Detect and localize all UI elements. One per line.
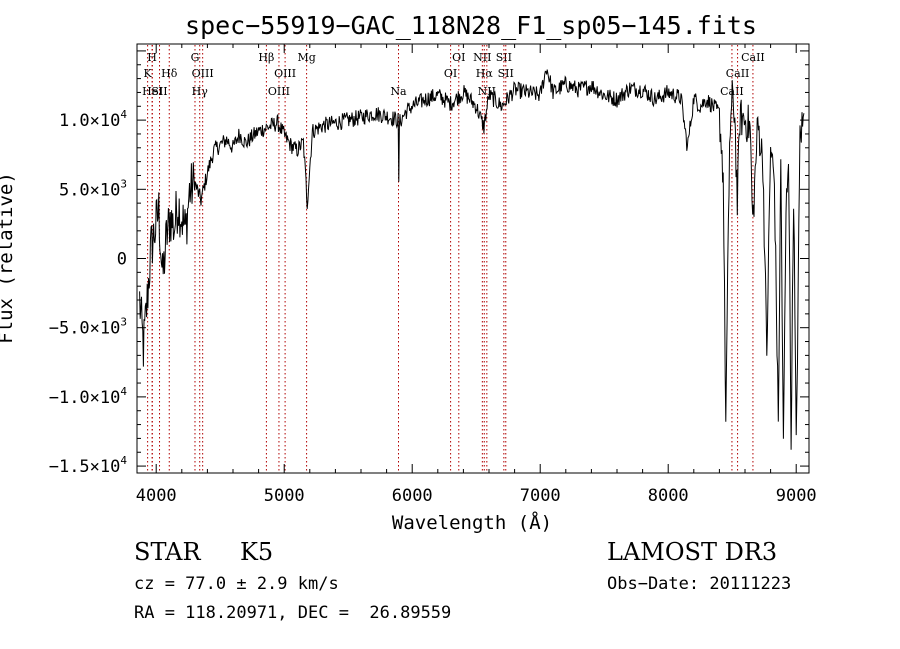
line-marker-label: Na xyxy=(390,85,407,98)
y-tick-mantissa: 1.0×10 xyxy=(59,111,120,131)
object-class: STAR xyxy=(134,538,201,566)
y-tick-mantissa: 5.0×10 xyxy=(59,180,120,200)
line-marker-label: CaII xyxy=(726,67,750,80)
observation-date: Obs−Date: 20111223 xyxy=(607,574,792,594)
line-marker-label: CaII xyxy=(741,51,765,64)
spectrum-series xyxy=(139,69,805,450)
y-tick-mantissa: −1.0×10 xyxy=(49,388,121,408)
line-marker-label: SII xyxy=(496,51,512,64)
plot-frame xyxy=(136,43,810,474)
y-tick-exponent: 4 xyxy=(120,108,127,121)
x-tick-label: 7000 xyxy=(520,486,561,506)
spectrum-line xyxy=(139,69,805,450)
survey-name: LAMOST DR3 xyxy=(607,538,778,566)
line-marker-label: Hδ xyxy=(161,67,178,80)
redshift-value: cz = 77.0 ± 2.9 km/s xyxy=(134,574,339,594)
x-axis: 4000 5000 6000 7000 8000 9000 xyxy=(136,44,817,506)
x-tick-label: 5000 xyxy=(264,486,305,506)
y-tick-label: 0 xyxy=(117,250,127,270)
line-marker-label: OIII xyxy=(192,67,214,80)
line-marker-label: K xyxy=(144,67,153,80)
y-tick-label: −5.0×103 xyxy=(49,316,127,339)
x-tick-label: 6000 xyxy=(392,486,433,506)
x-tick-label: 8000 xyxy=(648,486,689,506)
chart-title: spec−55919−GAC_118N28_F1_sp05−145.fits xyxy=(185,11,757,40)
line-marker-label: Hα xyxy=(476,67,494,80)
line-marker-label: Mg xyxy=(297,51,315,64)
x-axis-label: Wavelength (Å) xyxy=(392,511,552,534)
y-tick-label: −1.5×104 xyxy=(49,454,128,477)
y-tick-exponent: 3 xyxy=(120,177,127,190)
y-axis-label: Flux (relative) xyxy=(0,172,17,344)
spectral-line-markers: KHHeISIIHδGHγOIIIHβOIIIOIIIMgNaOIOINIIHα… xyxy=(142,45,765,472)
line-marker-label: SII xyxy=(151,85,167,98)
line-marker-label: OI xyxy=(452,51,465,64)
line-marker-label: OIII xyxy=(274,67,296,80)
line-marker-label: Hβ xyxy=(258,51,274,64)
line-marker-label: OI xyxy=(444,67,457,80)
line-marker-label: G xyxy=(191,51,200,64)
line-marker-label: NII xyxy=(473,51,491,64)
y-tick-label: −1.0×104 xyxy=(49,385,128,408)
y-tick-exponent: 4 xyxy=(120,385,127,398)
y-tick-exponent: 3 xyxy=(120,316,127,329)
y-tick-mantissa: −1.5×10 xyxy=(49,457,121,477)
ra-dec-coordinates: RA = 118.20971, DEC = 26.89559 xyxy=(134,603,452,623)
object-subclass: K5 xyxy=(240,538,274,566)
line-marker-label: HeI xyxy=(142,85,162,98)
line-marker-label: Hγ xyxy=(192,85,209,98)
x-tick-label: 9000 xyxy=(776,486,817,506)
y-tick-label: 1.0×104 xyxy=(59,108,127,131)
y-tick-label: 5.0×103 xyxy=(59,177,127,200)
x-tick-label: 4000 xyxy=(136,486,177,506)
y-tick-exponent: 4 xyxy=(120,454,127,467)
line-marker-label: OIII xyxy=(268,85,290,98)
y-tick-mantissa: 0 xyxy=(117,250,127,270)
y-tick-mantissa: −5.0×10 xyxy=(49,319,121,339)
line-marker-label: SII xyxy=(498,67,514,80)
